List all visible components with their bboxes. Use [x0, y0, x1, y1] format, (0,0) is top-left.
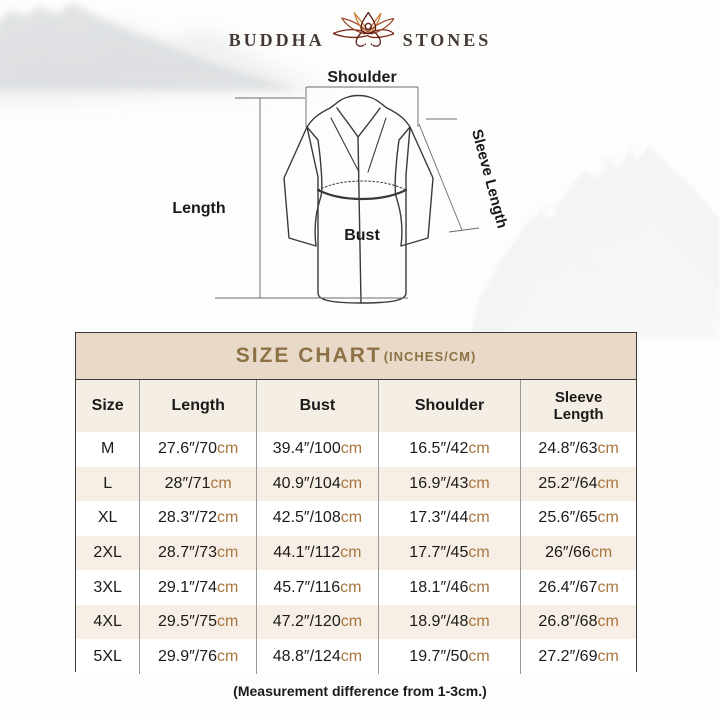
svg-text:Length: Length	[172, 200, 225, 217]
svg-text:Shoulder: Shoulder	[327, 69, 396, 86]
svg-text:Sleeve Length: Sleeve Length	[468, 128, 511, 231]
svg-text:Bust: Bust	[344, 227, 380, 244]
